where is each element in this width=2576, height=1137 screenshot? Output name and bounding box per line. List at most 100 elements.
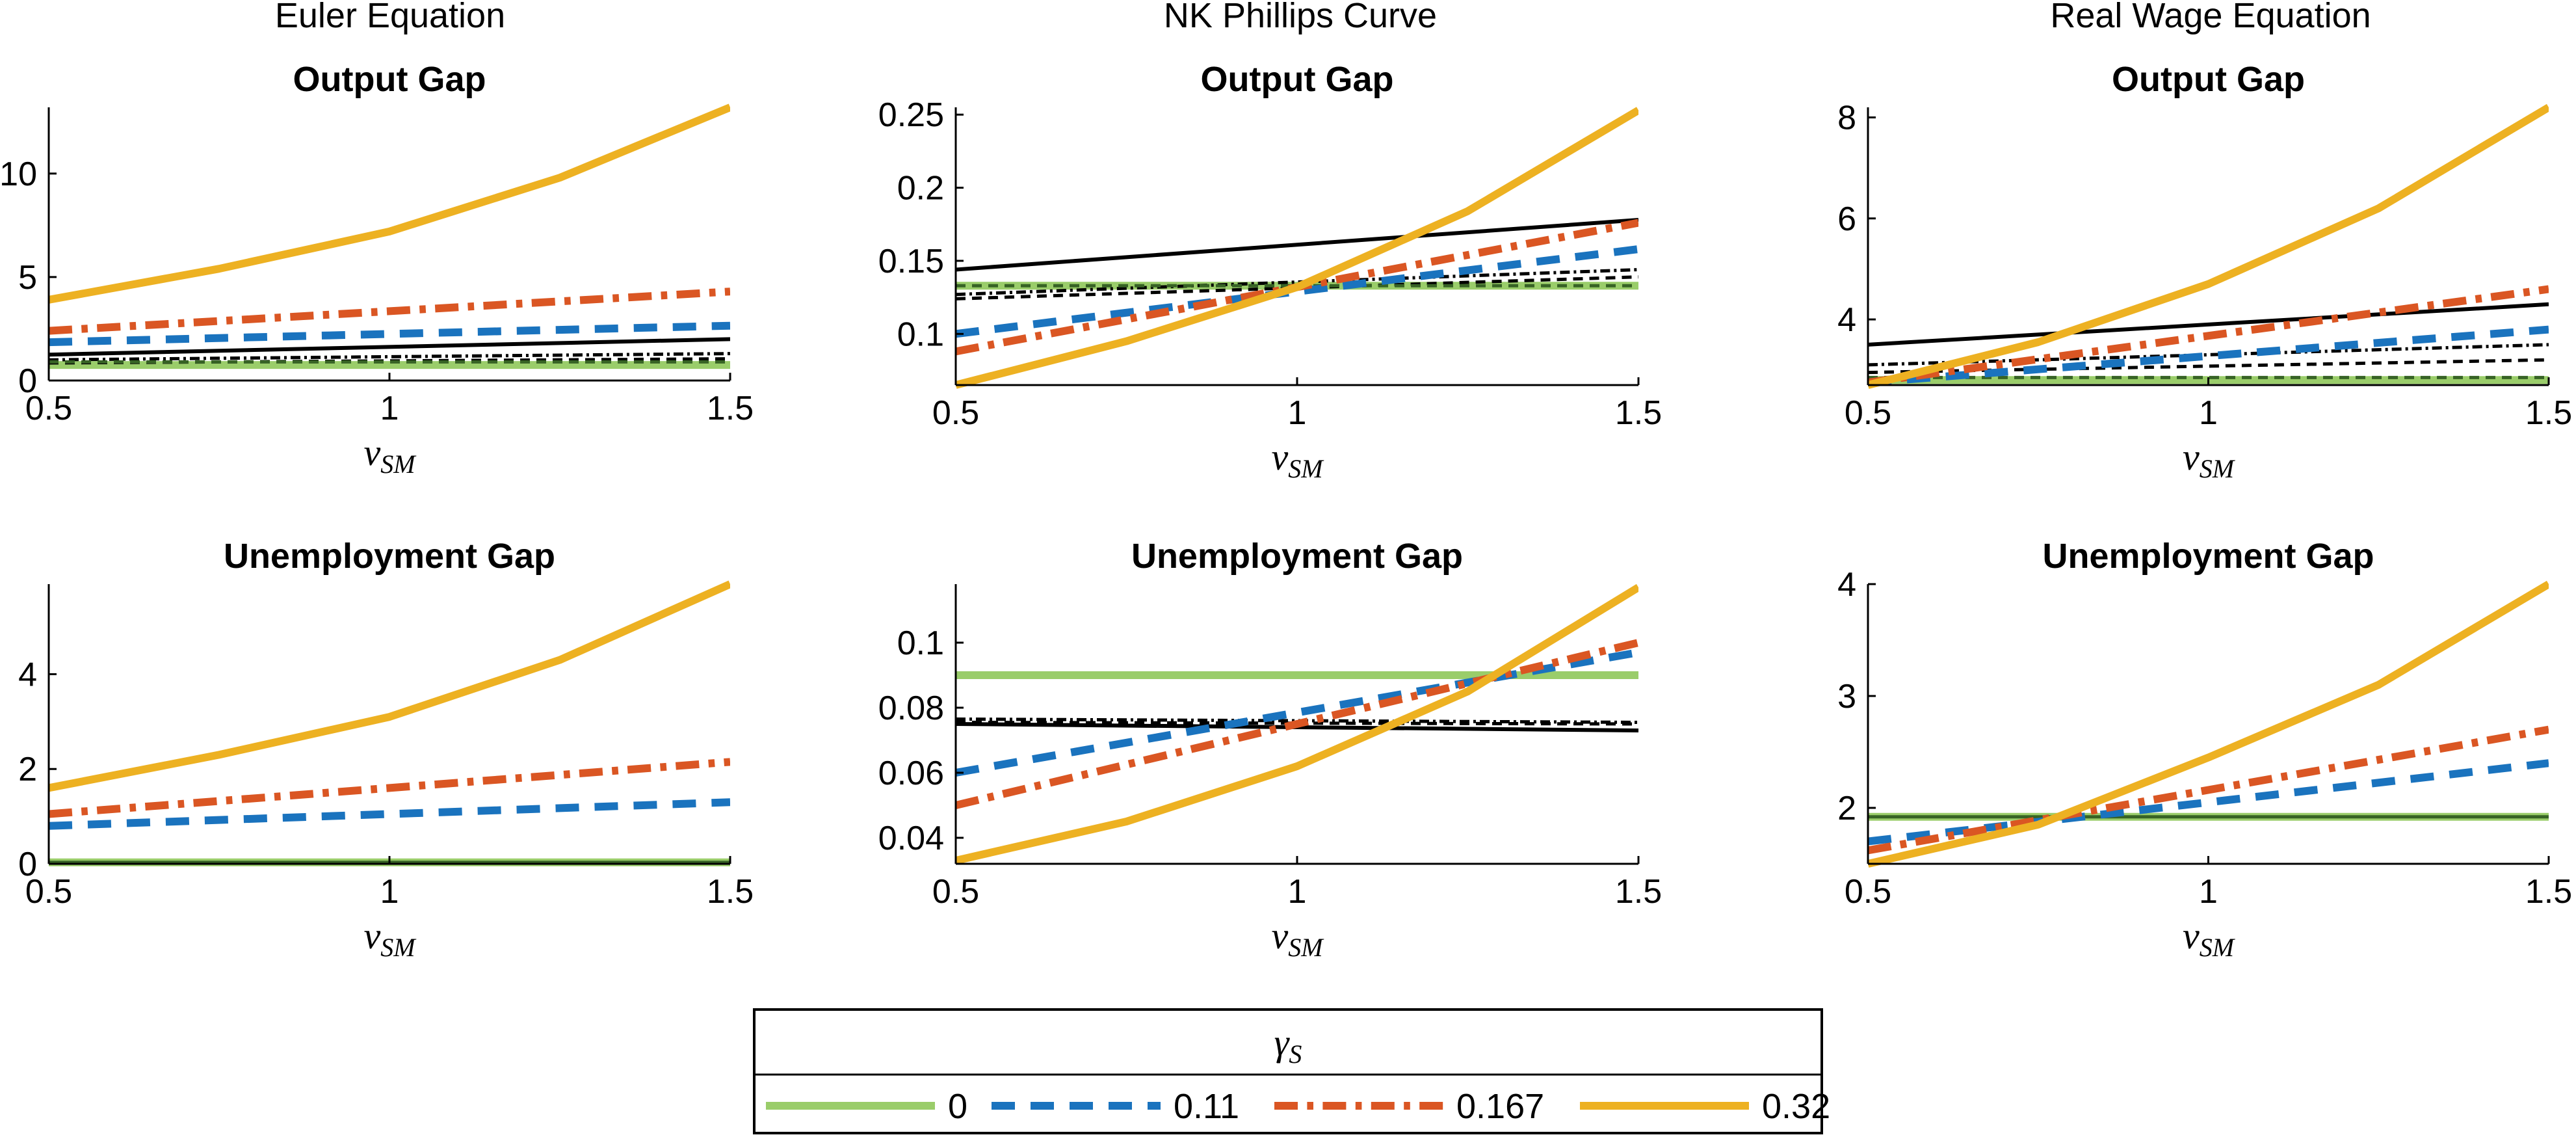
- column-title-euler: Euler Equation: [275, 0, 505, 35]
- x-tick-label: 0.5: [1845, 394, 1891, 432]
- x-axis-label: νSM: [363, 915, 417, 962]
- series-group: [49, 103, 730, 369]
- x-tick-label: 1: [380, 390, 399, 427]
- series-line: [49, 580, 730, 792]
- x-tick-label: 0.5: [932, 394, 979, 432]
- series-line: [1868, 725, 2549, 855]
- x-axis-label: νSM: [2183, 915, 2236, 962]
- series-line: [956, 583, 1638, 864]
- series-line: [956, 717, 1638, 724]
- legend-entry: 0.32: [1580, 1087, 1830, 1126]
- legend-title-symbol: γ: [1274, 1021, 1291, 1063]
- x-tick-label: 0.5: [25, 873, 72, 911]
- legend-title: γS: [1274, 1021, 1302, 1069]
- x-axis-label: νSM: [1271, 436, 1324, 483]
- series-line: [49, 798, 730, 830]
- series-line: [49, 288, 730, 335]
- series-line: [956, 107, 1638, 389]
- panel-title: Output Gap: [2112, 60, 2305, 99]
- legend-label: 0: [948, 1087, 967, 1126]
- x-tick-label: 1.5: [707, 873, 754, 911]
- x-tick-label: 0.5: [25, 390, 72, 427]
- y-tick-label: 0.04: [878, 820, 944, 857]
- series-group: [956, 583, 1638, 864]
- series-line: [49, 321, 730, 347]
- x-tick-label: 1: [1288, 873, 1307, 911]
- y-tick-label: 0.1: [897, 624, 944, 662]
- legend: γS 0 0.11 0.167 0.32: [753, 1008, 1830, 1134]
- y-tick-label: 0.15: [878, 243, 944, 280]
- panel-3: Output Gap 4 6 8 0.5 1 1.5 νSM: [1837, 60, 2572, 483]
- y-tick-label: 0.08: [878, 689, 944, 727]
- x-tick-label: 1.5: [1615, 394, 1662, 432]
- x-tick-label: 1.5: [2525, 873, 2572, 911]
- legend-label: 0.11: [1174, 1087, 1239, 1126]
- column-title-real-wage: Real Wage Equation: [2050, 0, 2371, 35]
- series-line: [956, 639, 1638, 809]
- y-tick-label: 5: [18, 259, 37, 297]
- legend-title-subscript: S: [1289, 1039, 1302, 1069]
- series-group: [956, 107, 1638, 389]
- series-line: [49, 758, 730, 818]
- x-tick-label: 1: [2199, 873, 2218, 911]
- legend-frame: [753, 1008, 1823, 1134]
- column-title-nkpc: NK Phillips Curve: [1164, 0, 1437, 35]
- y-tick-label: 4: [1837, 566, 1856, 604]
- y-tick-label: 0.2: [897, 170, 944, 207]
- x-tick-label: 1: [380, 873, 399, 911]
- series-line: [49, 352, 730, 362]
- x-tick-label: 1.5: [707, 390, 754, 427]
- series-group: [1868, 103, 2549, 389]
- series-line: [1868, 580, 2549, 868]
- panel-1: Output Gap 0 5 10 0.5 1 1.5 νSM: [0, 60, 754, 479]
- y-tick-label: 8: [1837, 100, 1856, 137]
- x-axis-label: νSM: [363, 431, 417, 479]
- series-line: [49, 337, 730, 357]
- legend-entry: 0: [766, 1087, 967, 1126]
- x-axis-label: νSM: [2183, 436, 2236, 483]
- series-line: [1868, 343, 2549, 367]
- x-axis-label: νSM: [1271, 915, 1324, 962]
- series-line: [956, 218, 1638, 272]
- legend-entry: 0.167: [1274, 1087, 1544, 1126]
- series-line: [956, 268, 1638, 297]
- x-tick-label: 0.5: [932, 873, 979, 911]
- panel-title: Unemployment Gap: [2042, 537, 2374, 576]
- panel-5: Unemployment Gap 0.04 0.06 0.08 0.1 0.5 1 1.5 νS…: [878, 537, 1662, 962]
- y-tick-label: 4: [1837, 301, 1856, 339]
- y-tick-label: 4: [18, 656, 37, 693]
- y-tick-label: 0.06: [878, 755, 944, 792]
- y-tick-label: 0.25: [878, 96, 944, 134]
- y-tick-label: 0: [18, 362, 37, 400]
- series-group: [1868, 580, 2549, 868]
- y-tick-label: 0.1: [897, 315, 944, 353]
- panel-2: Output Gap 0.1 0.15 0.2 0.25 0.5 1 1.5 νSM: [878, 60, 1662, 483]
- y-tick-label: 6: [1837, 200, 1856, 238]
- y-tick-label: 10: [0, 155, 37, 193]
- series-line: [49, 103, 730, 304]
- series-line: [1868, 302, 2549, 347]
- panel-title: Unemployment Gap: [1131, 537, 1463, 576]
- series-line: [1868, 285, 2549, 387]
- panel-title: Unemployment Gap: [224, 537, 555, 576]
- y-tick-label: 0: [18, 846, 37, 883]
- legend-label: 0.167: [1456, 1087, 1544, 1126]
- x-tick-label: 0.5: [1845, 873, 1891, 911]
- panel-title: Output Gap: [293, 60, 486, 99]
- legend-label: 0.32: [1762, 1087, 1830, 1126]
- x-tick-label: 1.5: [2525, 394, 2572, 432]
- x-tick-label: 1.5: [1615, 873, 1662, 911]
- series-group: [49, 580, 730, 866]
- panel-title: Output Gap: [1201, 60, 1394, 99]
- x-tick-label: 1: [2199, 394, 2218, 432]
- panel-4: Unemployment Gap 0 2 4 0.5 1 1.5 νSM: [18, 537, 754, 962]
- legend-entry: 0.11: [992, 1087, 1239, 1126]
- y-tick-label: 2: [1837, 790, 1856, 827]
- panel-6: Unemployment Gap 2 3 4 0.5 1 1.5 νSM: [1837, 537, 2572, 962]
- y-tick-label: 3: [1837, 678, 1856, 716]
- series-line: [1868, 325, 2549, 387]
- y-tick-label: 2: [18, 751, 37, 788]
- series-line: [1868, 103, 2549, 389]
- x-tick-label: 1: [1288, 394, 1307, 432]
